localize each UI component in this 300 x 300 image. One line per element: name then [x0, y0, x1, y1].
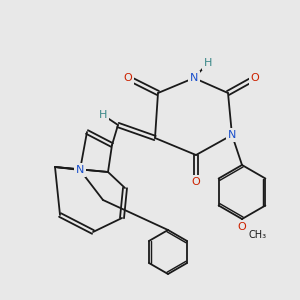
Text: N: N — [190, 73, 198, 83]
Text: N: N — [76, 165, 84, 175]
Text: O: O — [192, 177, 200, 187]
Text: H: H — [204, 58, 212, 68]
Text: H: H — [99, 110, 107, 120]
Text: N: N — [228, 130, 236, 140]
Text: O: O — [238, 222, 246, 232]
Text: CH₃: CH₃ — [249, 230, 267, 240]
Text: O: O — [124, 73, 132, 83]
Text: O: O — [250, 73, 260, 83]
